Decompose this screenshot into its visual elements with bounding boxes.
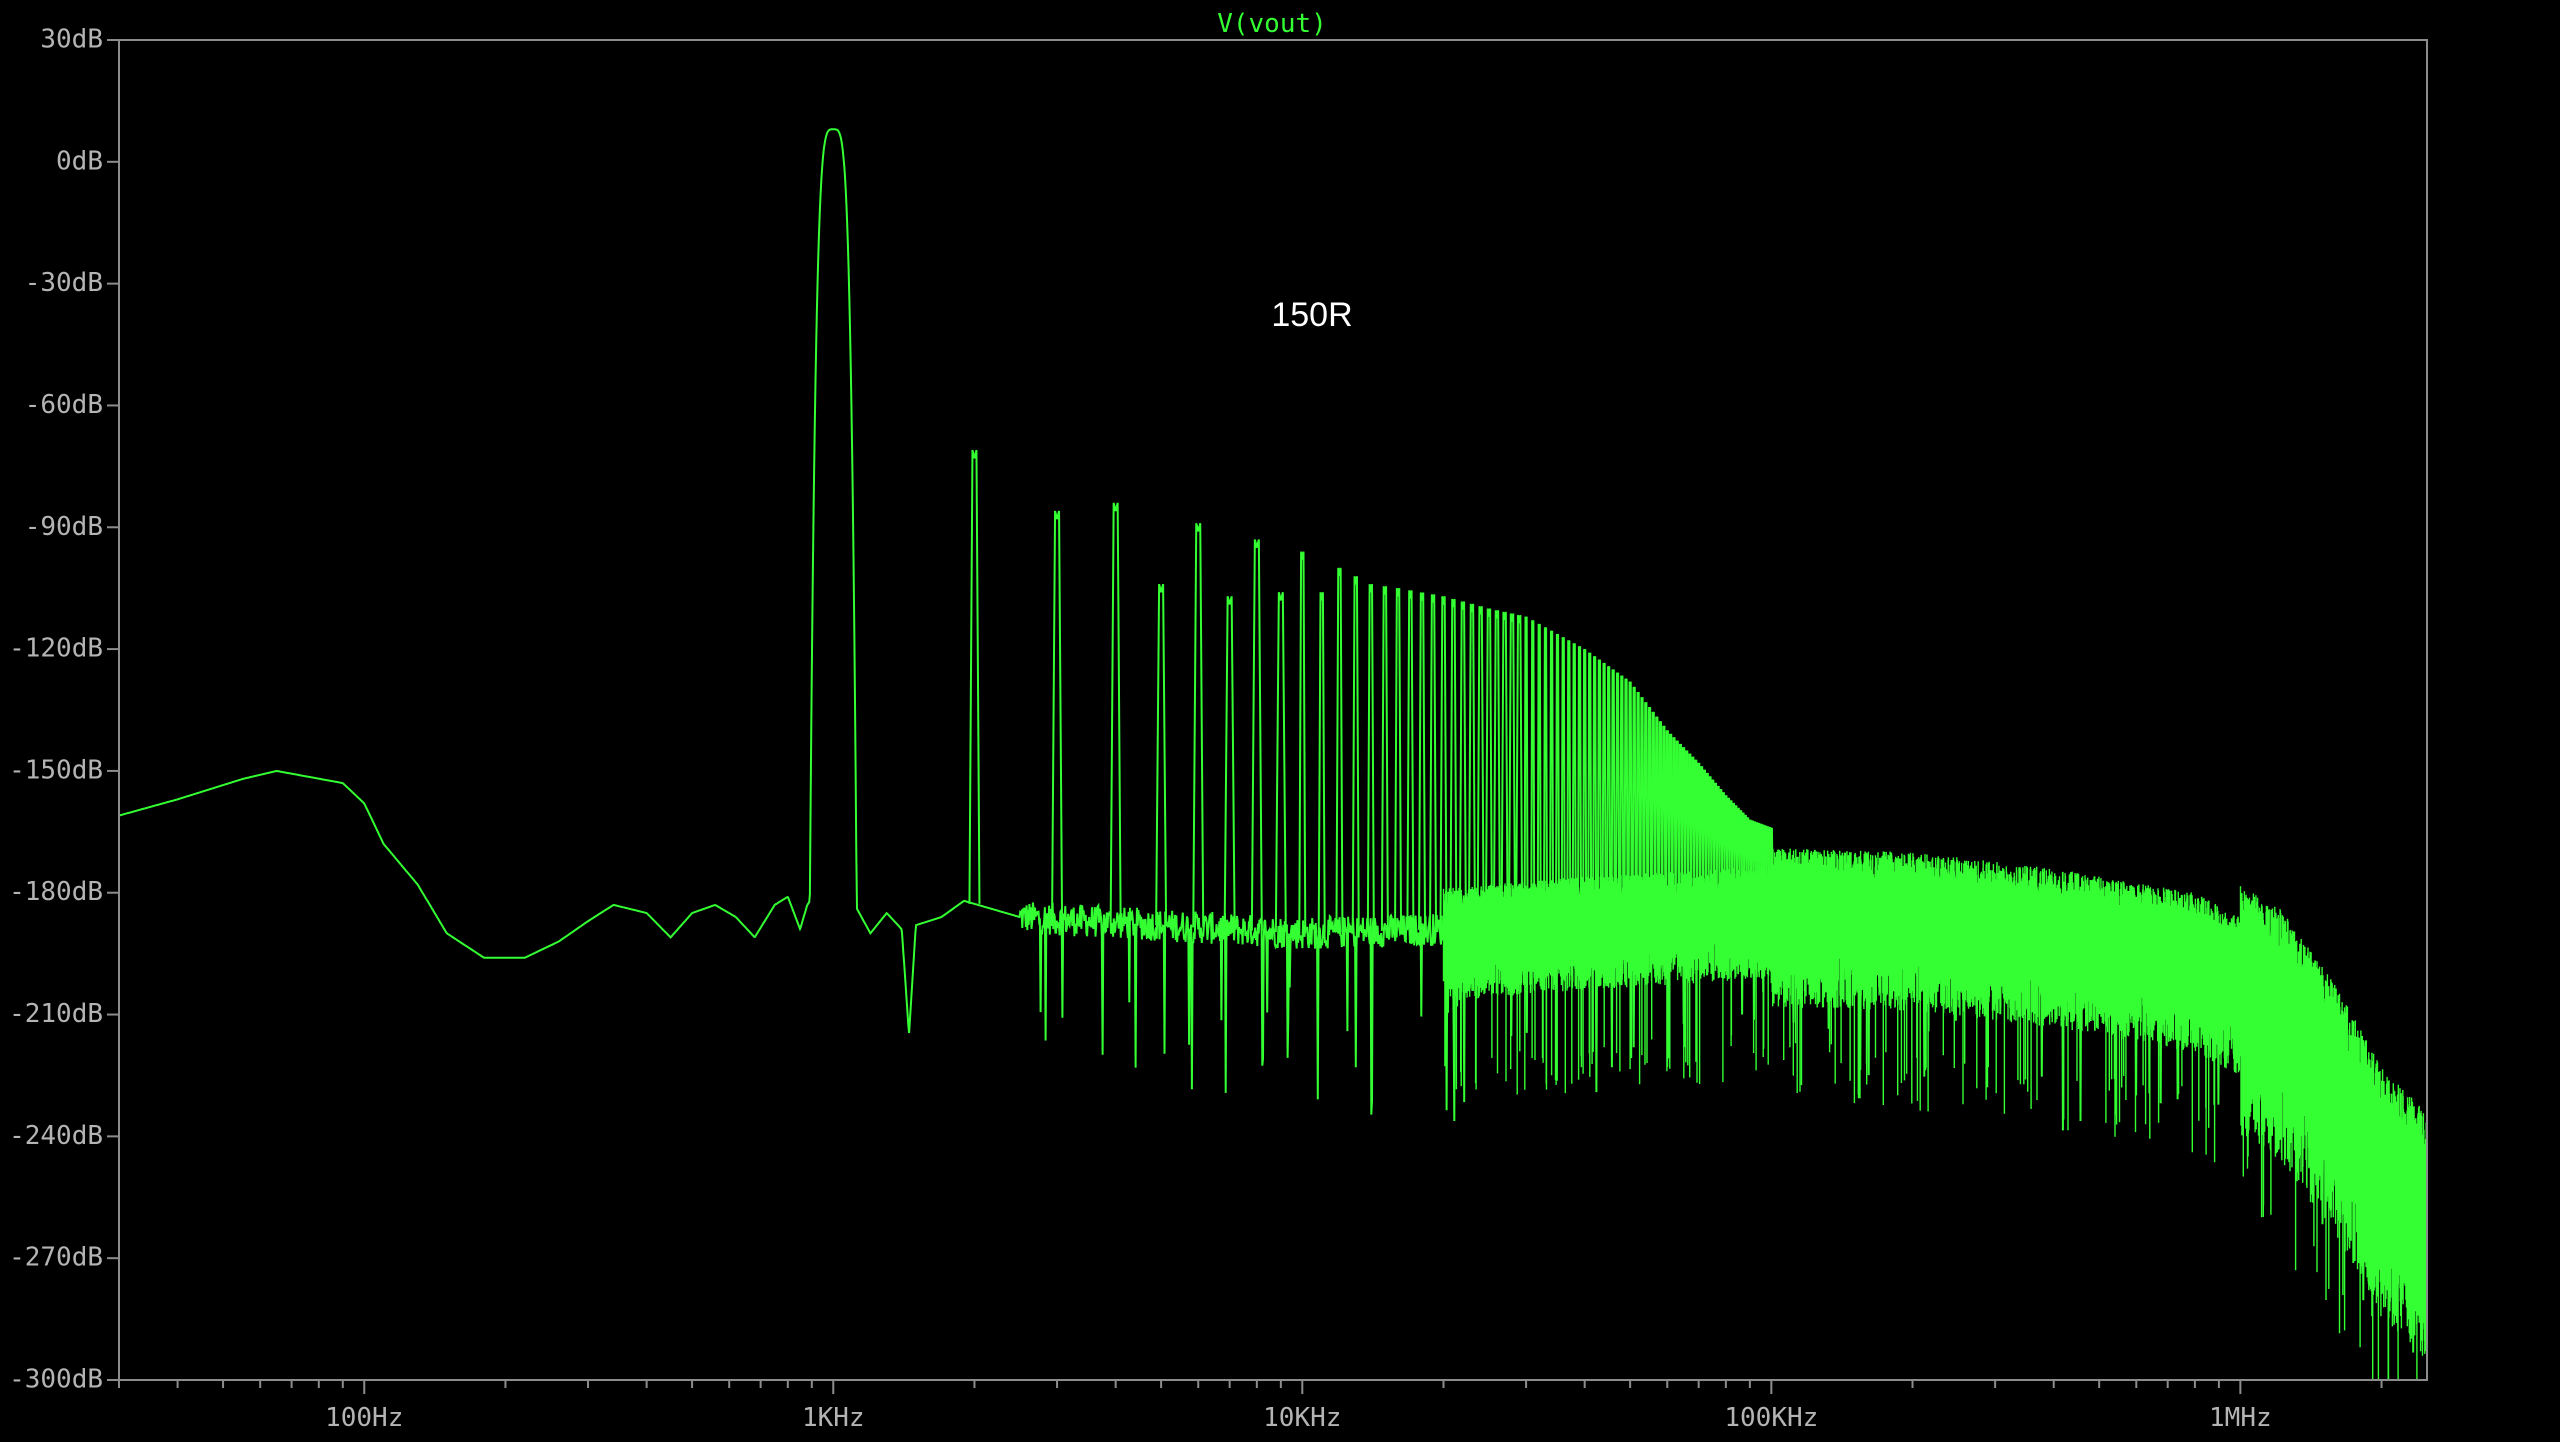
harmonic-peak xyxy=(1596,659,1602,917)
harmonic-peak xyxy=(1476,606,1485,927)
harmonic-peak xyxy=(1627,681,1633,915)
harmonic-peak xyxy=(1530,620,1536,922)
harmonic-peak xyxy=(1601,662,1607,916)
harmonic-peak xyxy=(1701,769,1707,911)
harmonic-peak xyxy=(968,449,981,904)
harmonic-peak xyxy=(1449,598,1458,929)
harmonic-peak xyxy=(1639,697,1645,914)
spectrum-trace xyxy=(119,128,2427,1353)
axis-ticks xyxy=(107,39,2383,1394)
harmonic-peak xyxy=(1635,691,1641,915)
y-tick-label: -30dB xyxy=(25,268,103,298)
x-tick-label: 10KHz xyxy=(1263,1403,1341,1433)
harmonic-peak xyxy=(1554,633,1560,920)
harmonic-peak xyxy=(1406,590,1415,931)
harmonic-peak xyxy=(1549,630,1555,920)
harmonic-peak xyxy=(1109,502,1122,923)
harmonic-peak xyxy=(1566,640,1572,919)
harmonic-peak xyxy=(1051,510,1064,920)
harmonic-peak xyxy=(1674,740,1680,912)
harmonic-peak xyxy=(1610,669,1616,916)
harmonic-peak xyxy=(1536,623,1542,922)
harmonic-peak xyxy=(1647,706,1653,914)
harmonic-peak xyxy=(1619,675,1625,915)
harmonic-peak xyxy=(1418,592,1427,930)
y-tick-label: 0dB xyxy=(56,146,103,176)
harmonic-peak xyxy=(1571,643,1577,918)
harmonic-peak xyxy=(1335,567,1344,933)
harmonic-peak xyxy=(1380,586,1389,931)
harmonic-peak xyxy=(1693,759,1699,911)
harmonic-peak xyxy=(1192,522,1205,928)
harmonic-peak xyxy=(1298,551,1307,934)
harmonic-peak xyxy=(1317,592,1326,933)
harmonic-peak xyxy=(1657,721,1663,913)
harmonic-peak xyxy=(1155,583,1168,926)
harmonic-peak xyxy=(1643,702,1649,914)
harmonic-peak xyxy=(1366,583,1375,932)
y-tick-label: -240dB xyxy=(9,1121,103,1151)
chart-title[interactable]: V(vout) xyxy=(1217,9,1327,39)
x-tick-label: 100Hz xyxy=(325,1403,403,1433)
harmonic-peak xyxy=(1654,716,1660,913)
axis-labels: 30dB 0dB -30dB -60dB -90dB -120dB -150dB -180dB… xyxy=(9,25,2272,1434)
harmonic-peak xyxy=(1351,576,1360,932)
harmonic-peak xyxy=(1543,627,1548,921)
harmonic-peak xyxy=(1500,611,1509,925)
harmonic-peak xyxy=(1467,603,1476,927)
harmonic-peak xyxy=(1592,656,1598,917)
y-tick-label: -150dB xyxy=(9,755,103,785)
trace-group xyxy=(119,128,2427,1380)
y-tick-label: -210dB xyxy=(9,999,103,1029)
harmonic-peak xyxy=(1560,637,1566,919)
harmonic-peak xyxy=(1677,743,1683,912)
harmonic-peak xyxy=(1668,733,1674,913)
y-tick-label: -270dB xyxy=(9,1243,103,1273)
y-tick-label: -120dB xyxy=(9,634,103,664)
harmonic-peak xyxy=(1429,594,1438,930)
y-tick-label: -180dB xyxy=(9,877,103,907)
harmonic-peak xyxy=(1681,747,1687,912)
y-tick-label: -60dB xyxy=(25,390,103,420)
harmonic-peak xyxy=(1223,596,1236,930)
harmonic-peak xyxy=(1687,753,1693,912)
harmonic-peak xyxy=(1671,737,1677,912)
chart-annotation: 150R xyxy=(1271,296,1352,334)
y-tick-label: -300dB xyxy=(9,1365,103,1395)
harmonic-peak xyxy=(1650,711,1656,914)
y-tick-label: -90dB xyxy=(25,512,103,542)
harmonic-peak xyxy=(1623,678,1629,915)
harmonic-peak xyxy=(1661,725,1667,913)
harmonic-peak xyxy=(1492,610,1501,925)
x-tick-label: 1KHz xyxy=(802,1403,865,1433)
harmonic-peak xyxy=(1684,750,1690,912)
x-tick-label: 1MHz xyxy=(2209,1403,2272,1433)
x-tick-label: 100KHz xyxy=(1724,1403,1818,1433)
harmonic-peak xyxy=(1690,756,1696,911)
harmonic-peak xyxy=(1515,614,1524,923)
harmonic-peak xyxy=(1458,601,1467,928)
harmonic-peak xyxy=(1631,686,1637,915)
harmonic-peak xyxy=(1768,827,1774,905)
harmonic-peak xyxy=(1699,766,1705,911)
harmonic-peak xyxy=(1484,608,1493,926)
harmonic-peak xyxy=(1523,616,1529,923)
harmonic-peak xyxy=(1439,596,1448,930)
harmonic-peak xyxy=(1394,588,1403,931)
harmonic-peak xyxy=(1606,666,1612,916)
noise-band xyxy=(1442,848,2427,1380)
harmonic-peak xyxy=(1250,539,1263,931)
harmonic-peak xyxy=(1274,592,1287,933)
harmonic-peak xyxy=(1582,649,1588,918)
harmonic-peak xyxy=(1577,646,1583,918)
harmonic-peak xyxy=(1664,730,1670,913)
harmonic-peak xyxy=(1696,762,1702,911)
y-tick-label: 30dB xyxy=(40,25,103,55)
harmonic-peak xyxy=(1615,672,1621,916)
plot-frame xyxy=(118,39,2428,1381)
harmonic-peak xyxy=(1508,613,1517,924)
harmonic-peak xyxy=(1587,652,1593,917)
